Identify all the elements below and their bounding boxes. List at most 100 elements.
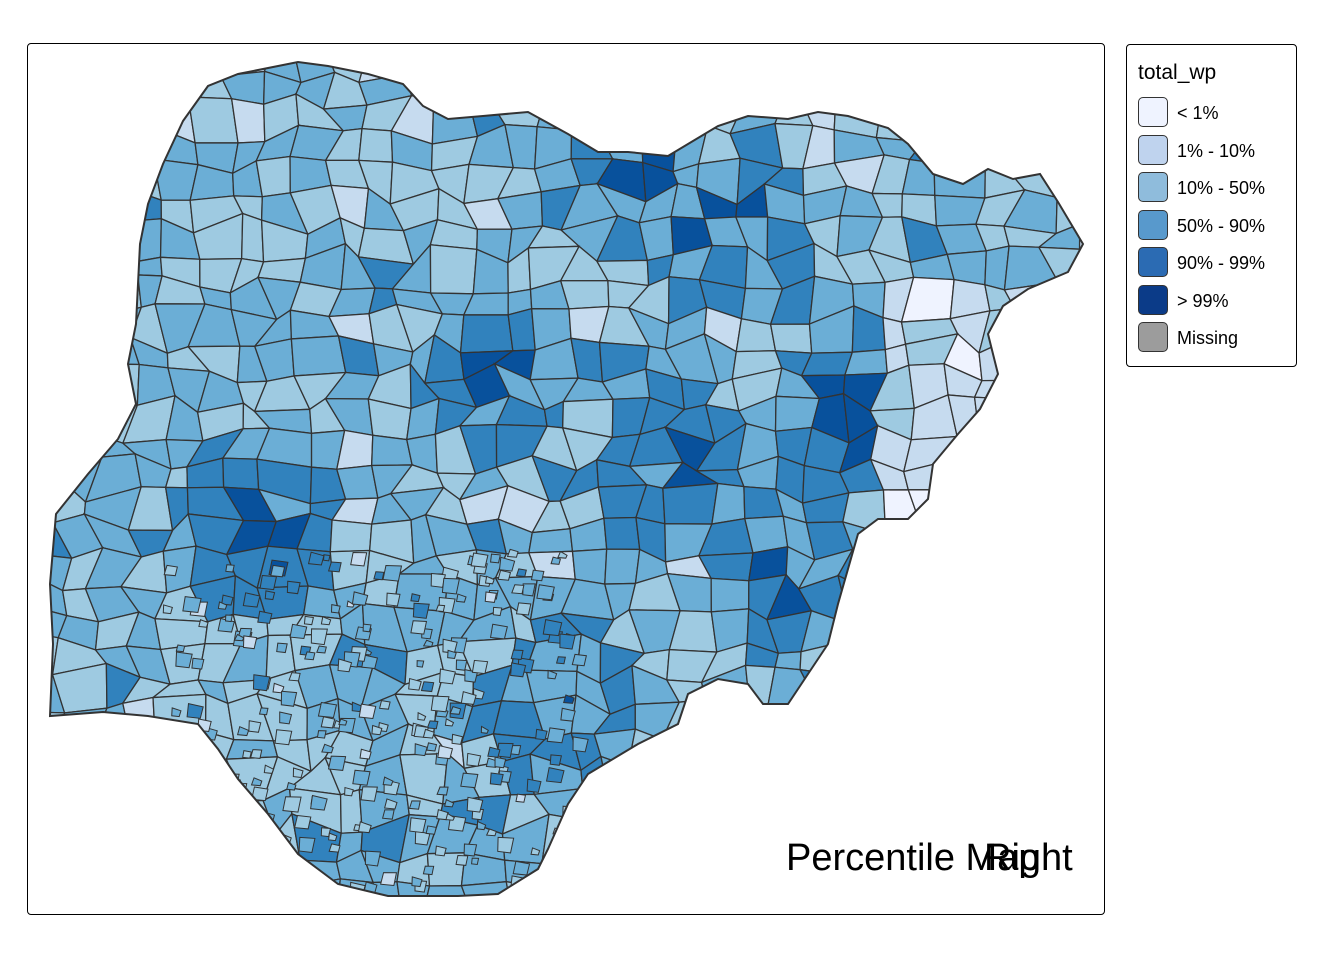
map-region	[901, 760, 954, 800]
map-region	[408, 800, 421, 810]
map-region	[434, 62, 473, 85]
map-region	[982, 545, 1022, 585]
map-region	[512, 860, 531, 876]
map-region	[220, 769, 235, 782]
legend-swatch	[1138, 97, 1168, 127]
map-region	[63, 96, 105, 140]
map-region	[734, 726, 784, 761]
map-region	[118, 753, 169, 803]
map-region	[511, 904, 539, 915]
map-region	[250, 777, 263, 787]
map-region	[530, 569, 545, 582]
map-region	[422, 639, 434, 648]
map-region	[867, 648, 910, 684]
map-region	[736, 905, 773, 915]
map-region	[627, 757, 679, 795]
map-region	[221, 594, 234, 606]
map-region	[528, 528, 574, 554]
map-region	[270, 44, 301, 54]
map-region	[196, 844, 239, 882]
map-region	[1037, 281, 1083, 323]
map-region	[444, 718, 455, 727]
map-region	[497, 836, 515, 854]
map-region	[91, 734, 131, 774]
map-region	[561, 869, 571, 879]
map-region	[1042, 63, 1083, 110]
map-region	[765, 704, 820, 735]
map-region	[276, 642, 288, 654]
map-region	[541, 846, 581, 889]
map-region	[263, 764, 275, 774]
map-region	[604, 548, 641, 585]
map-region	[983, 62, 1008, 76]
map-region	[542, 619, 563, 637]
map-region	[422, 728, 435, 739]
legend-label: 10% - 50%	[1177, 178, 1266, 198]
map-region	[951, 725, 987, 774]
map-region	[602, 793, 648, 834]
map-region	[135, 905, 175, 915]
map-region	[294, 815, 312, 830]
map-region	[445, 812, 455, 821]
map-region	[1001, 580, 1052, 616]
map-region	[1020, 398, 1056, 434]
map-region	[555, 656, 566, 665]
map-region	[510, 649, 524, 661]
map-region	[571, 548, 608, 585]
map-region	[1080, 576, 1083, 619]
map-region	[714, 905, 751, 915]
map-region	[189, 62, 226, 77]
map-region	[434, 845, 447, 857]
map-region	[455, 593, 467, 603]
map-region	[50, 187, 58, 234]
map-region	[772, 886, 811, 896]
map-region	[270, 564, 286, 578]
map-region	[28, 574, 30, 607]
map-region	[95, 815, 124, 856]
map-region	[507, 307, 536, 352]
map-region	[95, 786, 121, 820]
map-region	[710, 577, 750, 613]
map-region	[386, 592, 401, 607]
map-region	[182, 596, 202, 614]
map-region	[350, 551, 368, 567]
map-region	[850, 638, 887, 684]
map-region	[1077, 819, 1083, 864]
map-region	[120, 881, 177, 896]
map-region	[951, 692, 975, 738]
map-region	[953, 663, 984, 710]
map-region	[167, 839, 180, 851]
map-region	[416, 660, 425, 668]
map-region	[497, 569, 512, 581]
map-region	[83, 130, 134, 162]
map-region	[875, 760, 914, 800]
map-region	[933, 122, 989, 164]
map-region	[772, 758, 822, 802]
map-region	[845, 784, 888, 835]
map-region	[934, 574, 992, 621]
map-region	[50, 335, 102, 372]
map-region	[866, 579, 924, 625]
map-region	[1005, 520, 1045, 549]
map-region	[515, 568, 527, 577]
map-region	[330, 604, 341, 614]
map-region	[54, 274, 109, 324]
map-region	[1008, 881, 1047, 896]
map-region	[866, 70, 913, 115]
map-region	[597, 856, 642, 894]
map-region	[54, 320, 97, 349]
map-region	[50, 853, 109, 896]
map-region	[425, 825, 437, 835]
map-region	[83, 157, 140, 199]
map-region	[225, 44, 270, 49]
map-region	[171, 707, 182, 718]
map-region	[351, 591, 369, 606]
map-region	[538, 885, 584, 896]
map-region	[426, 742, 438, 752]
map-region	[53, 433, 103, 468]
map-region	[738, 70, 784, 115]
map-region	[940, 66, 991, 108]
map-region	[410, 593, 421, 603]
map-region	[1001, 453, 1061, 494]
map-region	[938, 62, 988, 68]
